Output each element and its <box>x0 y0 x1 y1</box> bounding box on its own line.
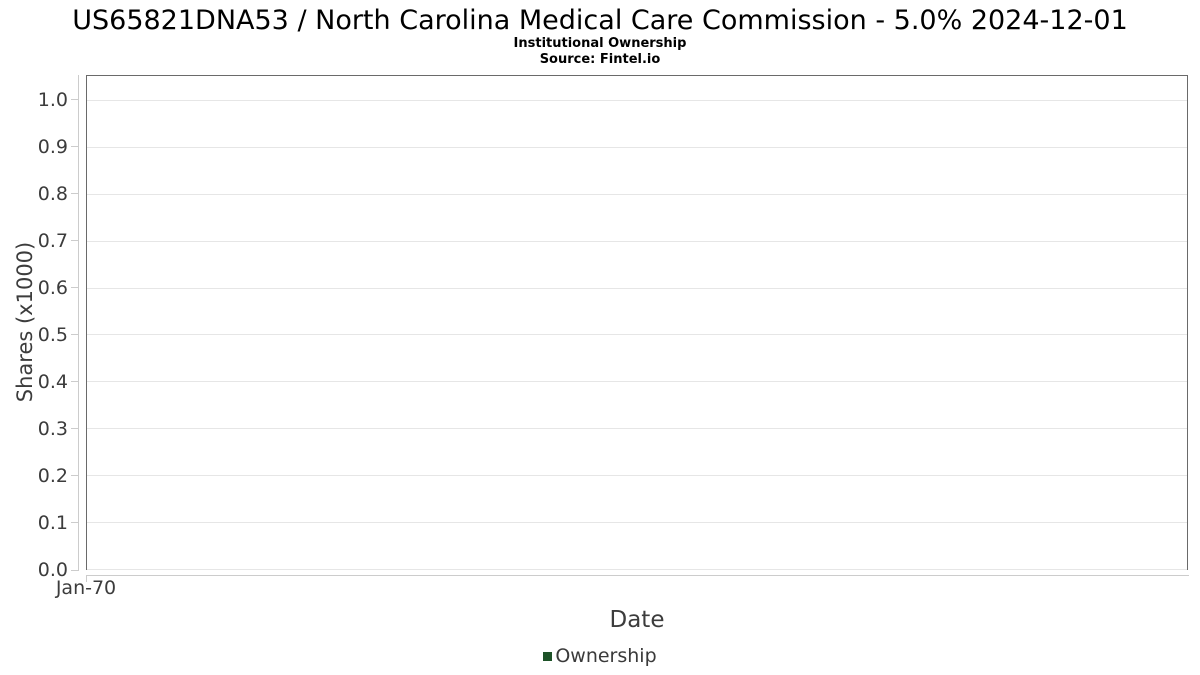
plot-area <box>86 75 1188 570</box>
y-tick-marks <box>71 75 79 571</box>
y-gridline <box>87 100 1187 102</box>
y-tick-mark <box>71 240 79 242</box>
y-tick-label: 0.6 <box>37 276 68 299</box>
legend-label: Ownership <box>555 645 657 667</box>
y-tick-label: 1.0 <box>37 88 68 111</box>
y-tick-mark <box>71 569 79 571</box>
y-tick-label: 0.0 <box>37 559 68 581</box>
x-axis-title: Date <box>609 607 665 633</box>
y-gridline <box>87 240 1187 242</box>
legend-item-ownership[interactable]: Ownership <box>543 645 657 667</box>
y-tick-mark <box>71 99 79 101</box>
y-tick-label: 0.1 <box>37 511 68 534</box>
y-gridline <box>87 287 1187 289</box>
page-title: US65821DNA53 / North Carolina Medical Ca… <box>72 5 1128 36</box>
y-tick-mark <box>71 381 79 383</box>
y-tick-label: 0.5 <box>37 323 68 346</box>
y-tick-mark <box>71 428 79 430</box>
y-axis-title: Shares (x1000) <box>13 241 37 403</box>
y-tick-label: 0.2 <box>37 464 68 487</box>
y-tick-label: 0.4 <box>37 370 68 393</box>
y-axis-line <box>78 75 79 570</box>
y-tick-labels: 0.0 0.1 0.2 0.3 0.4 0.5 0.6 0.7 0.8 0.9 1.0 <box>0 75 68 581</box>
y-gridline <box>87 428 1187 430</box>
y-tick-mark <box>71 146 79 148</box>
y-tick-mark <box>71 522 79 524</box>
x-tick-label: Jan-70 <box>55 577 117 599</box>
chart-source-note: Source: Fintel.io <box>539 52 661 67</box>
x-tick-mark <box>86 575 87 582</box>
y-gridline <box>87 193 1187 195</box>
x-axis-line <box>86 575 1189 576</box>
y-gridline <box>87 521 1187 523</box>
legend-swatch-icon <box>543 651 553 661</box>
y-tick-label: 0.3 <box>37 417 68 440</box>
y-gridline <box>87 334 1187 336</box>
y-tick-mark <box>71 475 79 477</box>
legend: Ownership <box>0 645 1200 667</box>
y-tick-mark <box>71 193 79 195</box>
y-tick-mark <box>71 334 79 336</box>
y-tick-label: 0.7 <box>37 229 68 252</box>
y-tick-label: 0.8 <box>37 182 68 205</box>
y-gridline <box>87 147 1187 149</box>
chart-subtitle: Institutional Ownership <box>513 36 687 51</box>
y-gridline <box>87 474 1187 476</box>
y-gridline <box>87 568 1187 570</box>
y-gridline <box>87 381 1187 383</box>
y-tick-label: 0.9 <box>37 135 68 158</box>
y-tick-mark <box>71 287 79 289</box>
